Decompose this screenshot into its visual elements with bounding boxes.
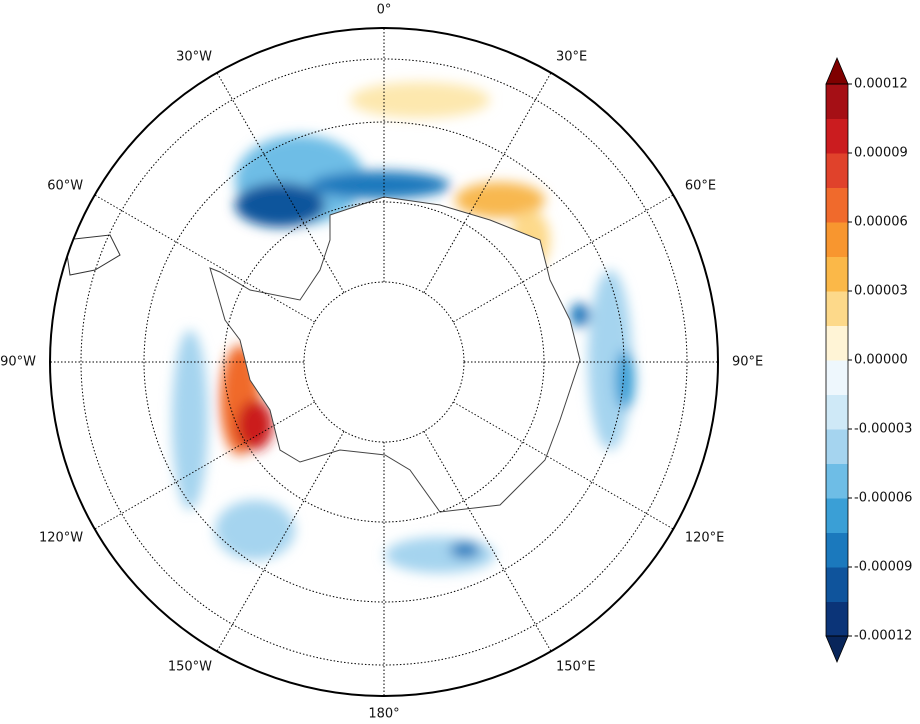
longitude-label: 180° (368, 707, 399, 721)
colorbar: 0.00012 0.00009 0.00006 0.00003 0.00000 -0.00… (825, 56, 912, 664)
graticule: 0° 30°E 60°E 90°E 120°E 150°E 180° 150°W 120°W 90… (0, 3, 763, 722)
colorbar-tick-label: 0.00006 (854, 215, 908, 230)
colorbar-tick-label: -0.00003 (854, 422, 912, 437)
longitude-label: 90°E (732, 355, 763, 370)
longitude-label: 150°E (556, 659, 596, 674)
meridian (453, 194, 674, 323)
colorbar-segment (826, 187, 848, 223)
colorbar-segment (826, 84, 848, 119)
meridian (216, 72, 345, 293)
colorbar-tick-label: 0.00009 (854, 146, 908, 161)
longitude-label: 60°E (685, 179, 716, 194)
colorbar-segment (826, 256, 848, 292)
colorbar-extend-top (825, 56, 849, 85)
latitude-circle (143, 121, 625, 603)
meridian (94, 194, 315, 323)
meridian (423, 431, 552, 652)
longitude-label: 120°W (39, 531, 83, 546)
meridian (94, 401, 315, 530)
colorbar-segment (826, 567, 848, 602)
colorbar-segment (826, 291, 848, 326)
colorbar-segment (826, 325, 848, 361)
map-boundary (49, 27, 719, 697)
longitude-label: 30°E (556, 50, 587, 65)
longitude-label: 0° (377, 3, 392, 18)
antarctica-coastline (209, 196, 581, 513)
colorbar-segment (826, 601, 848, 637)
latitude-circle (223, 201, 545, 523)
colorbar-extend-bottom (825, 635, 849, 664)
meridian (423, 72, 552, 293)
colorbar-tick-label: 0.00000 (854, 353, 908, 368)
longitude-label: 120°E (685, 531, 725, 546)
colorbar-segment (826, 153, 848, 188)
colorbar-segment (826, 118, 848, 154)
colorbar-tick-label: -0.00012 (854, 629, 912, 644)
longitude-label: 150°W (168, 659, 212, 674)
colorbar-segment (826, 360, 848, 395)
meridian (453, 401, 674, 530)
longitude-label: 30°W (176, 50, 212, 65)
longitude-label: 60°W (47, 179, 83, 194)
south-america-coastline (64, 234, 121, 276)
longitude-label: 90°W (0, 355, 36, 370)
meridian (216, 431, 345, 652)
field (64, 82, 635, 573)
latitude-circle (80, 58, 688, 666)
colorbar-segment (826, 498, 848, 533)
colorbar-tick-label: 0.00003 (854, 284, 908, 299)
colorbar-segment (826, 532, 848, 568)
colorbar-segment (826, 394, 848, 430)
colorbar-segment (826, 222, 848, 257)
colorbar-tick-label: -0.00009 (854, 560, 912, 575)
colorbar-tick-label: 0.00012 (854, 77, 908, 92)
colorbar-segment (826, 463, 848, 499)
colorbar-segment (826, 429, 848, 464)
colorbar-tick-label: -0.00006 (854, 491, 912, 506)
